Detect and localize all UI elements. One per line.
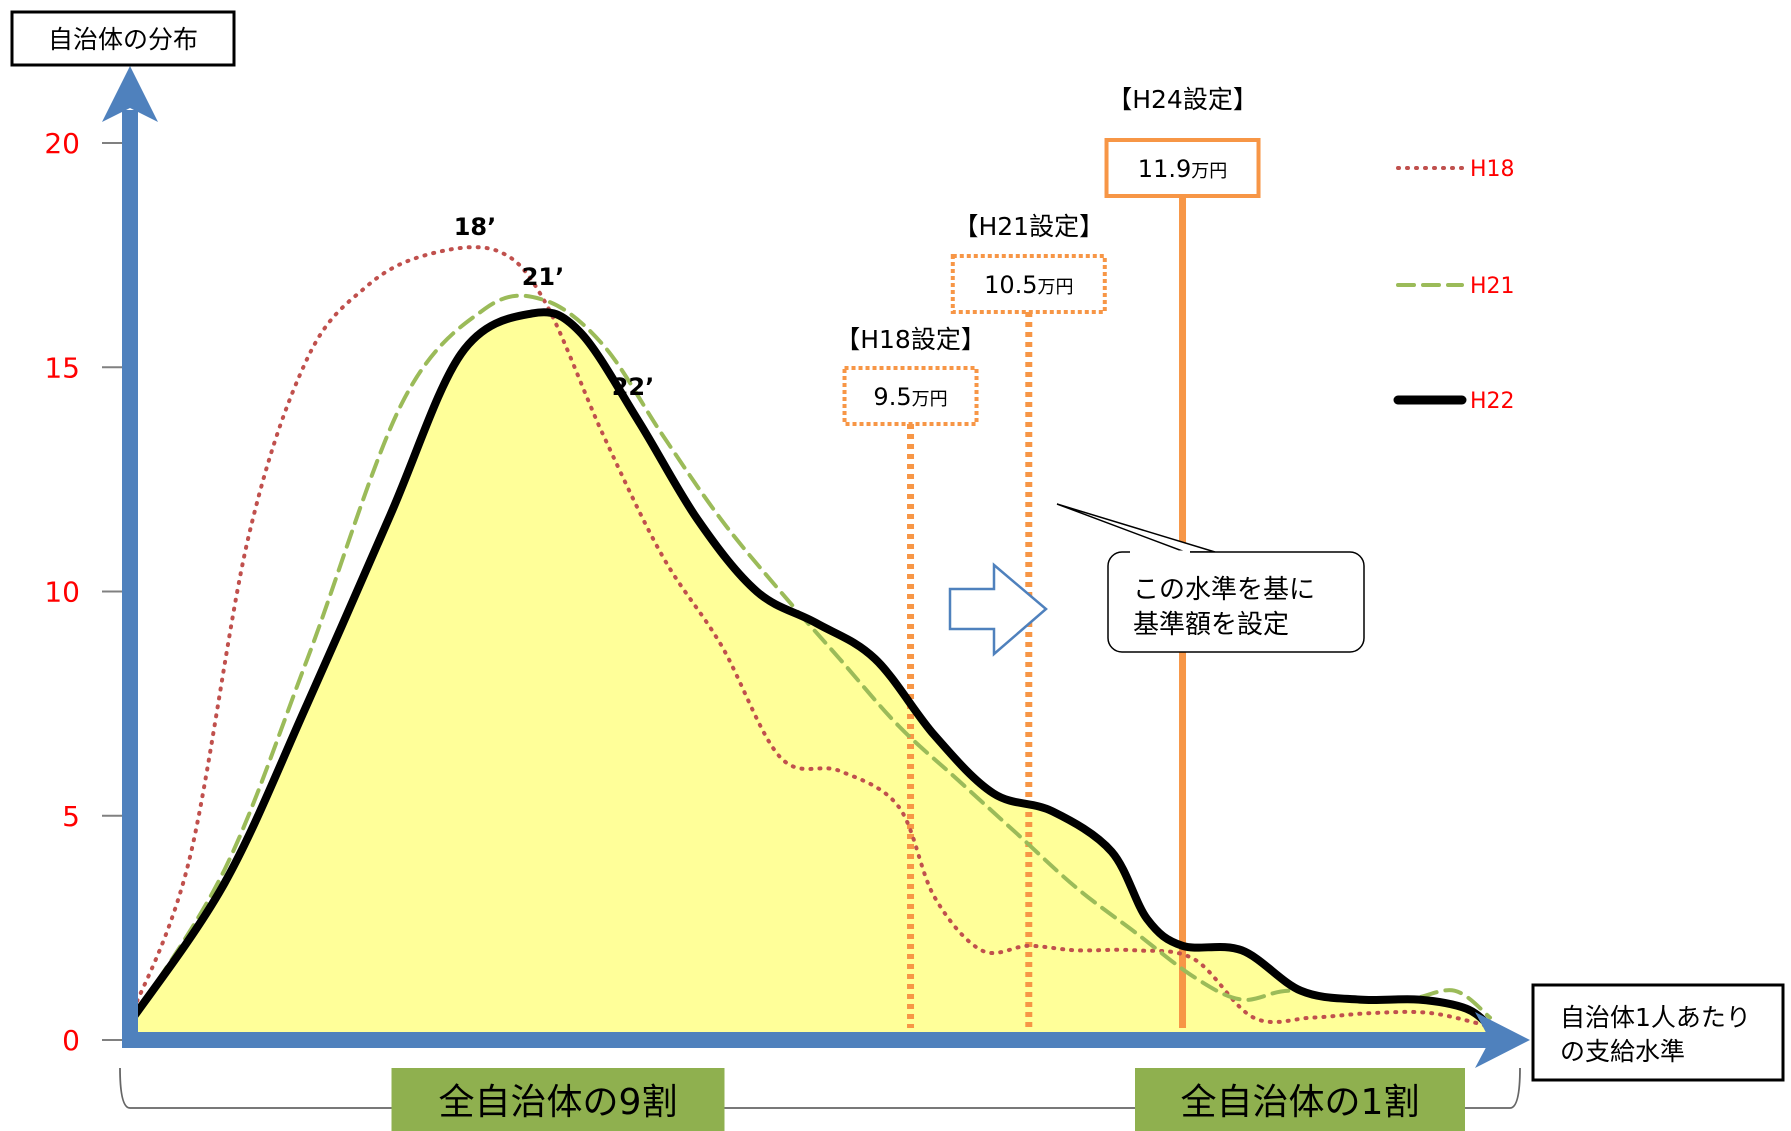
peak-label-h18: 18’ (454, 213, 497, 241)
x-axis-title-box (1531, 983, 1785, 1082)
h22-area-fill (130, 312, 1490, 1040)
callout-text-line-2: 基準額を設定 (1133, 610, 1289, 640)
y-tick-label: 15 (44, 351, 80, 384)
peak-label-h21: 21’ (522, 263, 565, 291)
callout-text-line-1: この水準を基に (1133, 575, 1315, 605)
y-tick-label: 0 (62, 1024, 80, 1057)
threshold-label-2: 【H21設定】 (953, 212, 1104, 241)
y-axis-title-box (10, 10, 236, 67)
bracket-label-bg-1 (391, 1068, 725, 1131)
x-axis-arrowhead (1475, 1012, 1530, 1068)
threshold-label-1: 【H18設定】 (835, 325, 986, 354)
axis-layer: 0 5 10 15 20 (44, 66, 1530, 1068)
bracket-label-bg-2 (1135, 1068, 1465, 1131)
series-line-h22 (126, 308, 1494, 1031)
y-axis-title: 自治体の分布 (48, 25, 198, 54)
threshold-value-3: 11.9万円 (1138, 155, 1227, 183)
threshold-layer: 9.5万円 【H18設定】 10.5万円 【H21設定】 11.9万円 【H24設定】 (835, 85, 1261, 1028)
fill-layer (130, 312, 1490, 1040)
threshold-value-2: 10.5万円 (984, 271, 1073, 299)
callout-pointer (1056, 503, 1216, 553)
threshold-value-box-1 (842, 366, 979, 426)
right-arrow-icon (948, 562, 1048, 657)
series-line-h18 (128, 245, 1492, 1029)
series-layer (126, 245, 1494, 1031)
bracket-label-2: 全自治体の1割 (1181, 1082, 1420, 1123)
threshold-value-box-3 (1104, 138, 1261, 198)
threshold-value-1: 9.5万円 (873, 383, 947, 411)
x-axis-title-line-2: の支給水準 (1560, 1037, 1685, 1066)
legend-label-h22: H22 (1470, 389, 1515, 414)
threshold-value-box-2 (950, 254, 1107, 314)
y-tick-label: 5 (62, 800, 80, 833)
legend-label-h21: H21 (1470, 274, 1515, 299)
bracket-label-1: 全自治体の9割 (439, 1082, 678, 1123)
threshold-label-3: 【H24設定】 (1107, 85, 1258, 114)
peak-label-h22: 22’ (612, 373, 655, 401)
callout-box (1107, 551, 1365, 653)
y-tick-label: 10 (44, 576, 80, 609)
series-line-h21 (128, 293, 1492, 1025)
x-axis-title-line-1: 自治体1人あたり (1560, 1003, 1751, 1032)
y-tick-label: 20 (44, 127, 80, 160)
legend-label-h18: H18 (1470, 157, 1515, 182)
y-axis-arrowhead (102, 66, 158, 122)
